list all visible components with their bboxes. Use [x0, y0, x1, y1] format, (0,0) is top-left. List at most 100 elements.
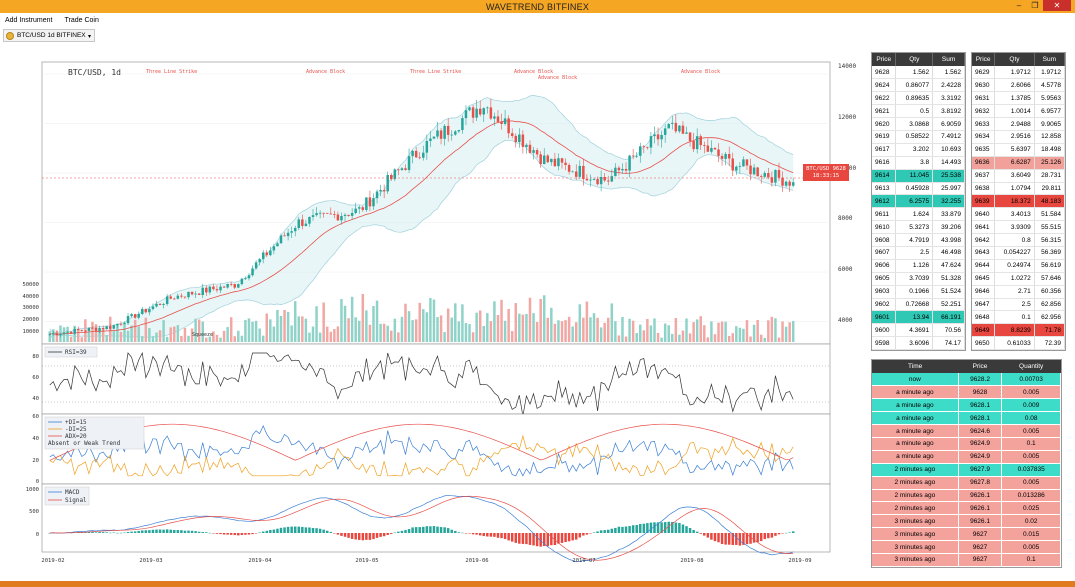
dmi-tick: 60: [32, 414, 39, 420]
asks-row[interactable]: 9645 1.0272 57.646: [972, 272, 1066, 286]
volume-bar: [446, 308, 450, 342]
bids-row[interactable]: 9605 3.7039 51.328: [872, 272, 965, 286]
minimize-button[interactable]: –: [1016, 1, 1022, 10]
macd-histogram-bar: [539, 533, 542, 547]
volume-bar: [717, 322, 720, 342]
trade-row[interactable]: 2 minutes ago 9627.8 0.005: [872, 476, 1061, 490]
candle: [329, 213, 333, 215]
bids-row[interactable]: 9613 0.45928 25.997: [872, 182, 965, 196]
bids-row[interactable]: 9602 0.72668 52.251: [872, 298, 965, 312]
bids-row[interactable]: 9607 2.5 46.498: [872, 246, 965, 260]
candle: [660, 134, 663, 140]
candle: [237, 284, 240, 288]
bids-cell: 5.3273: [895, 220, 934, 235]
volume-bar: [582, 317, 585, 342]
bids-row[interactable]: 9608 4.7919 43.998: [872, 233, 965, 247]
bids-row[interactable]: 9622 0.89635 3.3192: [872, 91, 965, 106]
asks-cell: 2.6066: [994, 78, 1035, 93]
maximize-button[interactable]: ❐: [1031, 1, 1039, 10]
bids-row[interactable]: 9610 5.3273 39.206: [872, 220, 965, 235]
macd-histogram-bar: [631, 525, 635, 533]
chart-panel[interactable]: BTC/USD, 1d Three Line Strike Advance Bl…: [0, 58, 860, 578]
trade-row[interactable]: 3 minutes ago 9627 0.1: [872, 553, 1061, 567]
asks-row[interactable]: 9641 3.9309 55.515: [972, 220, 1066, 235]
asks-row[interactable]: 9646 2.71 60.356: [972, 285, 1066, 299]
close-button[interactable]: ✕: [1043, 0, 1071, 11]
macd-histogram-bar: [151, 529, 155, 533]
asks-row[interactable]: 9631 1.3785 5.9563: [972, 91, 1066, 106]
macd-histogram-bar: [279, 527, 283, 533]
trade-row[interactable]: a minute ago 9628.1 0.009: [872, 398, 1061, 413]
asks-row[interactable]: 9634 2.9516 12.858: [972, 130, 1066, 144]
bids-cell: 1.126: [895, 259, 934, 273]
trade-row[interactable]: a minute ago 9624.9 0.005: [872, 450, 1061, 464]
bids-row[interactable]: 9601 13.94 66.191: [872, 310, 965, 325]
candle: [84, 330, 87, 332]
trade-row[interactable]: now 9628.2 0.00703: [872, 373, 1061, 387]
trade-row[interactable]: 2 minutes ago 9627.9 0.037835: [872, 463, 1061, 477]
volume-bar: [69, 336, 73, 342]
volume-bar: [205, 337, 208, 342]
trade-row[interactable]: 3 minutes ago 9626.1 0.02: [872, 514, 1061, 529]
bids-row[interactable]: 9628 1.562 1.562: [872, 66, 965, 80]
bids-row[interactable]: 9600 4.3691 70.56: [872, 323, 965, 338]
volume-bar: [233, 336, 236, 342]
macd-histogram-bar: [340, 533, 343, 536]
bids-row[interactable]: 9624 0.86077 2.4228: [872, 78, 965, 93]
menu-add-instrument[interactable]: Add Instrument: [5, 17, 53, 24]
asks-row[interactable]: 9629 1.9712 1.9712: [972, 66, 1066, 80]
asks-row[interactable]: 9650 0.61033 72.39: [972, 336, 1066, 351]
bids-row[interactable]: 9598 3.6096 74.17: [872, 336, 965, 351]
candle: [411, 150, 414, 157]
candle: [742, 159, 745, 167]
macd-histogram-bar: [226, 533, 229, 535]
asks-row[interactable]: 9642 0.8 56.315: [972, 233, 1066, 247]
asks-row[interactable]: 9636 6.6287 25.126: [972, 156, 1066, 170]
bids-row[interactable]: 9617 3.202 10.693: [872, 143, 965, 157]
dmi-pane-frame: [41, 413, 831, 485]
asks-row[interactable]: 9635 5.6397 18.498: [972, 143, 1066, 157]
bids-row[interactable]: 9621 0.5 3.8192: [872, 104, 965, 119]
date-tick: 2019-07: [572, 558, 595, 564]
asks-row[interactable]: 9643 0.054227 56.369: [972, 246, 1066, 260]
asks-row[interactable]: 9630 2.6066 4.5778: [972, 78, 1066, 93]
bids-row[interactable]: 9612 6.2575 32.255: [872, 194, 965, 209]
volume-bar: [649, 325, 653, 342]
asks-row[interactable]: 9637 3.6049 28.731: [972, 169, 1066, 183]
asks-row[interactable]: 9639 18.372 48.183: [972, 194, 1066, 209]
bids-row[interactable]: 9619 0.58522 7.4912: [872, 130, 965, 144]
bids-row[interactable]: 9603 0.1966 51.524: [872, 285, 965, 299]
instrument-select[interactable]: BTC/USD 1d BITFINEX ▾: [3, 29, 95, 42]
trade-row[interactable]: a minute ago 9624.6 0.005: [872, 424, 1061, 438]
macd-histogram-bar: [550, 533, 553, 546]
bids-row[interactable]: 9611 1.624 33.879: [872, 207, 965, 222]
macd-histogram-bar: [87, 531, 91, 533]
asks-row[interactable]: 9644 0.24974 56.619: [972, 259, 1066, 273]
trade-row[interactable]: a minute ago 9628 0.005: [872, 385, 1061, 400]
trade-row[interactable]: 3 minutes ago 9627 0.005: [872, 540, 1061, 554]
asks-row[interactable]: 9632 1.0014 6.9577: [972, 104, 1066, 119]
trade-row[interactable]: a minute ago 9628.1 0.08: [872, 411, 1061, 426]
trade-row[interactable]: 2 minutes ago 9626.1 0.013286: [872, 489, 1061, 503]
macd-histogram-bar: [763, 533, 767, 540]
asks-row[interactable]: 9633 2.9488 9.9065: [972, 117, 1066, 131]
trade-row[interactable]: 3 minutes ago 9627 0.015: [872, 527, 1061, 542]
volume-bar: [567, 316, 571, 342]
bids-row[interactable]: 9616 3.8 14.493: [872, 156, 965, 170]
menu-trade-coin[interactable]: Trade Coin: [64, 17, 99, 24]
bids-row[interactable]: 9606 1.126 47.624: [872, 259, 965, 273]
volume-bar: [237, 330, 240, 342]
macd-histogram-bar: [454, 530, 457, 533]
asks-row[interactable]: 9649 8.8239 71.78: [972, 323, 1066, 338]
macd-histogram-bar: [94, 532, 98, 533]
trade-row[interactable]: 2 minutes ago 9626.1 0.025: [872, 501, 1061, 516]
trade-row[interactable]: a minute ago 9624.9 0.1: [872, 437, 1061, 451]
macd-histogram-bar: [649, 522, 653, 533]
bids-row[interactable]: 9620 3.0868 6.9059: [872, 117, 965, 131]
volume-bar: [574, 322, 578, 342]
asks-row[interactable]: 9648 0.1 62.956: [972, 310, 1066, 325]
asks-row[interactable]: 9638 1.0794 29.811: [972, 182, 1066, 196]
asks-row[interactable]: 9640 3.4013 51.584: [972, 207, 1066, 222]
asks-row[interactable]: 9647 2.5 62.856: [972, 298, 1066, 312]
bids-row[interactable]: 9614 11.045 25.538: [872, 169, 965, 183]
